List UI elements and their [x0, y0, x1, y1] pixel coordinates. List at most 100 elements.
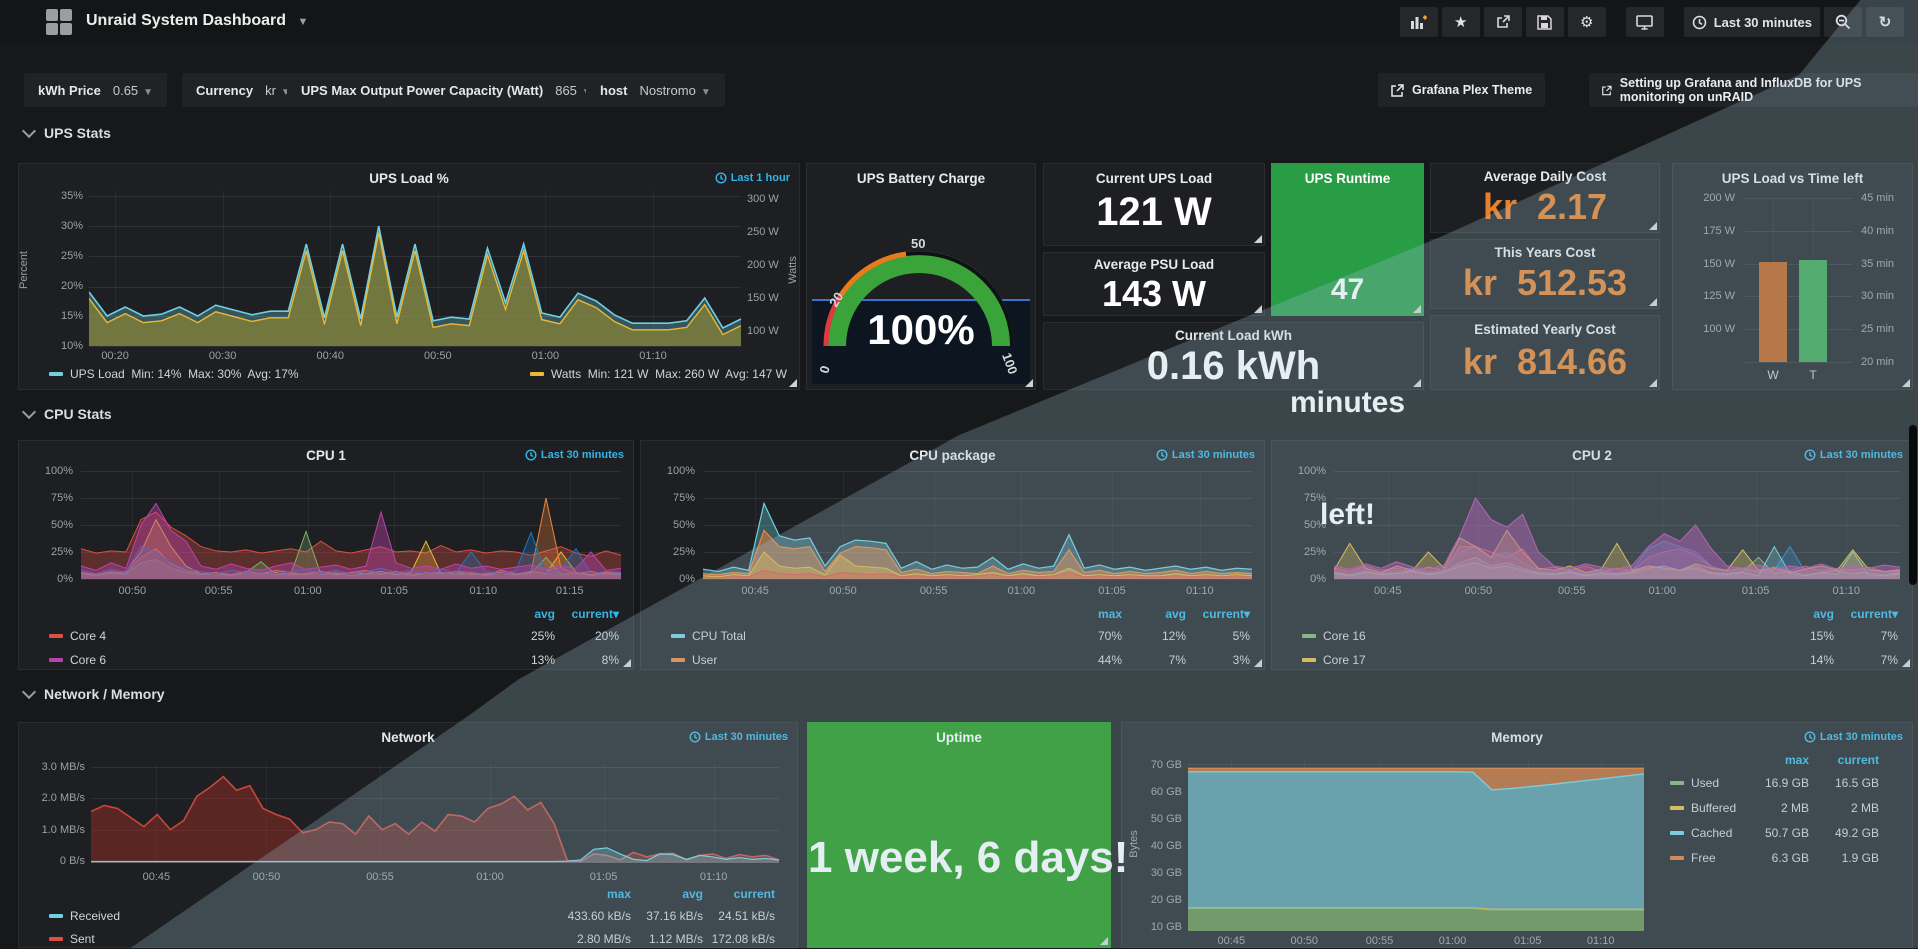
legend-item[interactable]: Core 17 [1302, 653, 1366, 667]
chevron-down-icon: ▼ [143, 86, 154, 98]
page-scrollbar[interactable] [1909, 425, 1917, 585]
legend-col-avg[interactable]: avg [1813, 607, 1834, 621]
bar-time-left[interactable] [1799, 260, 1827, 362]
star-button[interactable]: ★ [1441, 7, 1480, 37]
refresh-button[interactable]: ↻ [1866, 7, 1904, 37]
legend-item[interactable]: Core 6 [49, 653, 106, 667]
panel-resize-handle[interactable] [1649, 379, 1657, 387]
legend-col-current[interactable]: current▾ [1202, 607, 1250, 621]
time-range-badge[interactable]: Last 30 minutes [1156, 449, 1255, 461]
save-button[interactable] [1525, 7, 1564, 37]
legend-col-avg[interactable]: avg [534, 607, 555, 621]
panel-title[interactable]: Estimated Yearly Cost [1474, 322, 1616, 337]
legend-col-current[interactable]: current▾ [571, 607, 619, 621]
panel-resize-handle[interactable] [1649, 222, 1657, 230]
panel-resize-handle[interactable] [1649, 298, 1657, 306]
legend-item[interactable]: Core 16 [1302, 629, 1366, 643]
panel-resize-handle[interactable] [789, 379, 797, 387]
memory-chart[interactable] [1188, 761, 1644, 931]
panel-title[interactable]: UPS Load vs Time left [1721, 171, 1864, 186]
panel-title[interactable]: UPS Battery Charge [856, 171, 986, 186]
legend-item[interactable]: Free [1670, 851, 1716, 865]
link-grafana-influxdb-guide[interactable]: Setting up Grafana and InfluxDB for UPS … [1589, 73, 1918, 107]
time-range-badge[interactable]: Last 30 minutes [689, 731, 788, 743]
grafana-grid-logo-icon[interactable] [46, 9, 72, 35]
section-ups-stats[interactable]: UPS Stats [21, 123, 111, 141]
panel-title[interactable]: CPU package [909, 448, 996, 463]
panel-title[interactable]: Current Load kWh [1175, 328, 1292, 343]
tv-mode-button[interactable] [1625, 7, 1664, 37]
variable-host[interactable]: host Nostromo ▼ [586, 73, 725, 107]
settings-button[interactable]: ⚙ [1567, 7, 1606, 37]
ups-load-chart[interactable] [89, 190, 741, 347]
panel-title[interactable]: UPS Load % [369, 171, 449, 186]
legend-item[interactable]: Used [1670, 776, 1719, 790]
time-range-badge[interactable]: Last 1 hour [715, 172, 790, 184]
legend-col-max[interactable]: max [1097, 607, 1122, 621]
legend-value: 7% [1880, 653, 1898, 667]
clock-icon [525, 449, 537, 461]
panel-title[interactable]: Average PSU Load [1093, 257, 1215, 272]
panel-resize-handle[interactable] [1902, 379, 1910, 387]
variable-kwh-price[interactable]: kWh Price 0.65 ▼ [24, 73, 168, 107]
legend-item[interactable]: Received [49, 909, 120, 923]
variable-value-dropdown[interactable]: kr ▼ [265, 82, 291, 98]
panel-resize-handle[interactable] [1254, 305, 1262, 313]
panel-resize-handle[interactable] [1413, 379, 1421, 387]
panel-title[interactable]: Memory [1491, 730, 1543, 745]
panel-title[interactable]: UPS Runtime [1304, 171, 1391, 186]
network-chart[interactable] [91, 763, 779, 863]
dashboard-title[interactable]: Unraid System Dashboard ▼ [86, 12, 308, 30]
panel-current-load-kwh: Current Load kWh 0.16 kWh [1043, 322, 1424, 390]
legend-item-ups-load[interactable]: UPS Load Min: 14% Max: 30% Avg: 17% [49, 367, 299, 381]
time-range-badge[interactable]: Last 30 minutes [525, 449, 624, 461]
legend-item[interactable]: User [671, 653, 717, 667]
legend-item[interactable]: CPU Total [671, 629, 746, 643]
panel-title[interactable]: Current UPS Load [1095, 171, 1213, 186]
panel-title[interactable]: Network [381, 730, 435, 745]
panel-resize-handle[interactable] [1413, 305, 1421, 313]
time-range-badge[interactable]: Last 30 minutes [1804, 449, 1903, 461]
legend-col-current[interactable]: current [733, 887, 775, 901]
panel-resize-handle[interactable] [623, 659, 631, 667]
legend-item[interactable]: Sent [49, 932, 95, 946]
zoom-out-button[interactable] [1824, 7, 1862, 37]
section-cpu-stats[interactable]: CPU Stats [21, 404, 112, 422]
variable-currency[interactable]: Currency kr ▼ [182, 73, 305, 107]
panel-title[interactable]: CPU 1 [306, 448, 346, 463]
panel-title[interactable]: CPU 2 [1572, 448, 1612, 463]
panel-resize-handle[interactable] [1100, 937, 1108, 945]
legend-col-max[interactable]: max [606, 887, 631, 901]
panel-title[interactable]: This Years Cost [1494, 245, 1596, 260]
time-range-picker[interactable]: Last 30 minutes [1683, 7, 1820, 37]
variable-value-dropdown[interactable]: 0.65 ▼ [112, 82, 154, 98]
cpu2-chart[interactable] [1334, 471, 1900, 580]
legend-col-current[interactable]: current [1837, 753, 1879, 767]
panel-title[interactable]: Average Daily Cost [1483, 169, 1607, 184]
panel-resize-handle[interactable] [1254, 659, 1262, 667]
variable-ups-max-output[interactable]: UPS Max Output Power Capacity (Watt) 865… [287, 73, 606, 107]
bar-watts[interactable] [1759, 262, 1787, 362]
legend-item[interactable]: Cached [1670, 826, 1732, 840]
cpu-package-chart[interactable] [703, 471, 1252, 580]
panel-resize-handle[interactable] [1902, 659, 1910, 667]
legend-value: 1.12 MB/s [648, 932, 703, 946]
legend-item[interactable]: Buffered [1670, 801, 1736, 815]
ups-bars-chart[interactable] [1745, 198, 1853, 363]
time-range-badge[interactable]: Last 30 minutes [1804, 731, 1903, 743]
panel-resize-handle[interactable] [1254, 235, 1262, 243]
legend-item[interactable]: Core 4 [49, 629, 106, 643]
cpu1-chart[interactable] [81, 471, 621, 580]
legend-col-avg[interactable]: avg [682, 887, 703, 901]
panel-resize-handle[interactable] [1025, 379, 1033, 387]
variable-value-dropdown[interactable]: Nostromo ▼ [639, 82, 711, 98]
legend-col-max[interactable]: max [1784, 753, 1809, 767]
legend-col-current[interactable]: current▾ [1850, 607, 1898, 621]
add-panel-button[interactable] [1399, 7, 1438, 37]
legend-col-avg[interactable]: avg [1165, 607, 1186, 621]
legend-item-watts[interactable]: Watts Min: 121 W Max: 260 W Avg: 147 W [529, 367, 787, 381]
link-grafana-plex-theme[interactable]: Grafana Plex Theme [1378, 73, 1546, 107]
share-button[interactable] [1483, 7, 1522, 37]
section-network-memory[interactable]: Network / Memory [21, 684, 165, 702]
panel-title[interactable]: Uptime [936, 730, 982, 745]
